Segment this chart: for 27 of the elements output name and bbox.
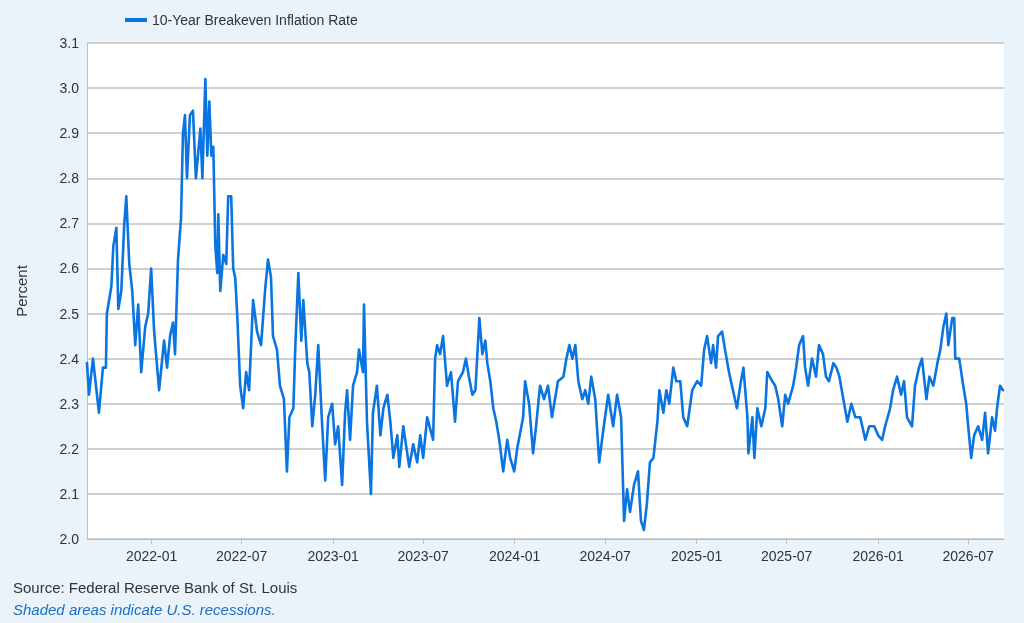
y-tick-label: 2.6	[59, 260, 80, 277]
y-tick-label: 2.0	[59, 531, 80, 547]
x-tick-label: 2022-01	[125, 548, 178, 564]
y-tick-label: 2.4	[59, 350, 80, 367]
y-tick-label: 2.9	[59, 125, 80, 142]
x-tick-label: 2025-01	[670, 548, 723, 564]
y-tick-label: 2.5	[59, 305, 80, 322]
x-tick-label: 2026-01	[852, 548, 905, 564]
source-note: Source: Federal Reserve Bank of St. Louis	[13, 579, 298, 596]
y-tick-label: 2.7	[59, 215, 80, 232]
x-tick-label: 2024-07	[579, 548, 632, 564]
text: Shaded areas indicate U.S. recessions.	[13, 601, 276, 618]
x-tick-label: 2023-01	[307, 548, 360, 564]
x-tick-label: 2024-01	[488, 548, 541, 564]
x-tick-label: 2026-07	[942, 548, 995, 564]
y-tick-label: 2.3	[59, 395, 80, 412]
legend-label: 10-Year Breakeven Inflation Rate	[152, 12, 358, 28]
x-tick-label: 2023-07	[397, 548, 450, 564]
y-tick-label: 3.0	[59, 80, 80, 97]
y-tick-label: 2.8	[59, 170, 80, 187]
y-axis-title: Percent	[13, 264, 30, 317]
line-series	[85, 77, 1005, 532]
y-tick-label: 3.1	[59, 35, 80, 51]
y-tick-label: 2.1	[59, 485, 80, 502]
x-tick-label: 2022-07	[215, 548, 268, 564]
x-tick-label: 2025-07	[760, 548, 813, 564]
y-tick-label: 2.2	[59, 440, 80, 457]
